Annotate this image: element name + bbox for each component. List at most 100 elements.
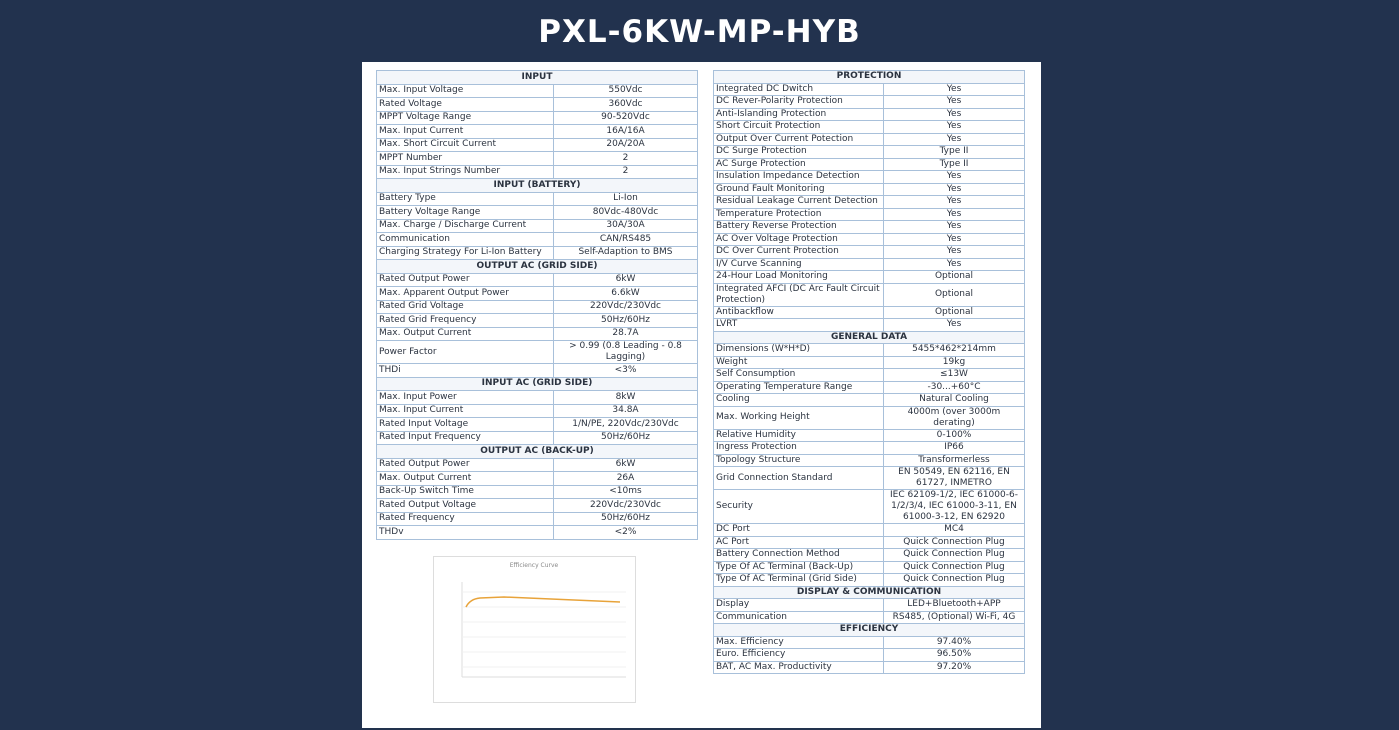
spec-row: Security IEC 62109-1/2, IEC 61000-6-1/2/3… xyxy=(713,489,1025,524)
spec-value: Optional xyxy=(883,282,1025,307)
spec-row: Max. Input Current 34.8A xyxy=(376,403,698,418)
spec-value: 50Hz/60Hz xyxy=(553,313,698,328)
spec-row: DC Port MC4 xyxy=(713,523,1025,537)
spec-label: Insulation Impedance Detection xyxy=(713,170,884,184)
spec-value: MC4 xyxy=(883,523,1025,537)
spec-value: 6kW xyxy=(553,272,698,287)
spec-label: Short Circuit Protection xyxy=(713,120,884,134)
spec-row: MPPT Voltage Range 90-520Vdc xyxy=(376,110,698,125)
spec-value: Yes xyxy=(883,95,1025,109)
spec-value: <2% xyxy=(553,525,698,540)
spec-value: Yes xyxy=(883,107,1025,121)
spec-row: Residual Leakage Current Detection Yes xyxy=(713,195,1025,209)
spec-value: 90-520Vdc xyxy=(553,110,698,125)
spec-label: Operating Temperature Range xyxy=(713,380,884,394)
spec-label: Security xyxy=(713,489,884,524)
spec-row: THDi <3% xyxy=(376,363,698,378)
spec-value: 19kg xyxy=(883,355,1025,369)
spec-label: Rated Input Frequency xyxy=(376,430,554,445)
spec-row: Rated Output Power 6kW xyxy=(376,457,698,472)
spec-row: Integrated DC Dwitch Yes xyxy=(713,82,1025,96)
spec-row: Battery Voltage Range 80Vdc-480Vdc xyxy=(376,205,698,220)
section-title: INPUT (BATTERY) xyxy=(376,178,698,193)
spec-value: -30...+60°C xyxy=(883,380,1025,394)
spec-value: Optional xyxy=(883,305,1025,319)
spec-row: Max. Input Voltage 550Vdc xyxy=(376,83,698,98)
spec-label: Max. Working Height xyxy=(713,405,884,430)
spec-value: 97.20% xyxy=(883,660,1025,674)
spec-label: Max. Input Power xyxy=(376,390,554,405)
spec-value: 16A/16A xyxy=(553,124,698,139)
spec-label: Output Over Current Potection xyxy=(713,132,884,146)
spec-value: CAN/RS485 xyxy=(553,232,698,247)
spec-row: Temperature Protection Yes xyxy=(713,207,1025,221)
spec-sheet: INPUT Max. Input Voltage 550Vdc Rated Volta… xyxy=(362,62,1041,728)
spec-label: Dimensions (W*H*D) xyxy=(713,343,884,357)
spec-value: Yes xyxy=(883,318,1025,332)
spec-row: Display LED+Bluetooth+APP xyxy=(713,598,1025,612)
spec-value: Yes xyxy=(883,195,1025,209)
spec-label: Battery Voltage Range xyxy=(376,205,554,220)
spec-label: 24-Hour Load Monitoring xyxy=(713,270,884,284)
spec-value: 50Hz/60Hz xyxy=(553,430,698,445)
spec-row: Topology Structure Transformerless xyxy=(713,453,1025,467)
spec-row: Max. Input Strings Number 2 xyxy=(376,164,698,179)
section-row: INPUT (BATTERY) xyxy=(376,178,698,193)
spec-row: Relative Humidity 0-100% xyxy=(713,428,1025,442)
spec-label: BAT, AC Max. Productivity xyxy=(713,660,884,674)
spec-label: Euro. Efficiency xyxy=(713,648,884,662)
spec-value: 96.50% xyxy=(883,648,1025,662)
spec-row: Ground Fault Monitoring Yes xyxy=(713,182,1025,196)
section-row: PROTECTION xyxy=(713,70,1025,84)
efficiency-curve-image: Efficiency Curve xyxy=(433,556,636,703)
spec-row: Charging Strategy For Li-Ion Battery Self… xyxy=(376,245,698,260)
spec-row: THDv <2% xyxy=(376,525,698,540)
spec-row: Max. Output Current 26A xyxy=(376,471,698,486)
spec-value: Li-Ion xyxy=(553,191,698,206)
spec-value: Self-Adaption to BMS xyxy=(553,245,698,260)
spec-value: 20A/20A xyxy=(553,137,698,152)
spec-label: AC Over Voltage Protection xyxy=(713,232,884,246)
spec-row: DC Over Current Protection Yes xyxy=(713,245,1025,259)
spec-row: Type Of AC Terminal (Grid Side) Quick Con… xyxy=(713,573,1025,587)
spec-label: I/V Curve Scanning xyxy=(713,257,884,271)
spec-row: Max. Working Height 4000m (over 3000m der… xyxy=(713,405,1025,430)
spec-label: Rated Output Power xyxy=(376,457,554,472)
spec-label: DC Rever-Polarity Protection xyxy=(713,95,884,109)
spec-label: Antibackflow xyxy=(713,305,884,319)
spec-value: 80Vdc-480Vdc xyxy=(553,205,698,220)
spec-value: LED+Bluetooth+APP xyxy=(883,598,1025,612)
curve-line xyxy=(465,596,621,608)
spec-value: 4000m (over 3000m derating) xyxy=(883,405,1025,430)
spec-value: Yes xyxy=(883,132,1025,146)
section-title: OUTPUT AC (BACK-UP) xyxy=(376,444,698,459)
spec-value: 30A/30A xyxy=(553,218,698,233)
spec-value: Quick Connection Plug xyxy=(883,560,1025,574)
spec-value: 6.6kW xyxy=(553,286,698,301)
spec-label: Temperature Protection xyxy=(713,207,884,221)
spec-row: Rated Input Frequency 50Hz/60Hz xyxy=(376,430,698,445)
spec-value: 8kW xyxy=(553,390,698,405)
spec-value: EN 50549, EN 62116, EN 61727, INMETRO xyxy=(883,466,1025,490)
spec-value: Type II xyxy=(883,157,1025,171)
spec-value: RS485, (Optional) Wi-Fi, 4G xyxy=(883,610,1025,624)
spec-row: Rated Frequency 50Hz/60Hz xyxy=(376,511,698,526)
spec-value: Yes xyxy=(883,220,1025,234)
spec-label: Rated Frequency xyxy=(376,511,554,526)
spec-row: Rated Output Power 6kW xyxy=(376,272,698,287)
spec-value: Yes xyxy=(883,170,1025,184)
spec-label: Rated Grid Voltage xyxy=(376,299,554,314)
spec-label: Max. Efficiency xyxy=(713,635,884,649)
spec-label: Max. Input Voltage xyxy=(376,83,554,98)
section-row: GENERAL DATA xyxy=(713,330,1025,344)
spec-label: MPPT Voltage Range xyxy=(376,110,554,125)
spec-label: Self Consumption xyxy=(713,368,884,382)
spec-row: AC Over Voltage Protection Yes xyxy=(713,232,1025,246)
spec-label: Power Factor xyxy=(376,340,554,364)
section-row: DISPLAY & COMMUNICATION xyxy=(713,585,1025,599)
spec-value: Type II xyxy=(883,145,1025,159)
spec-value: 220Vdc/230Vdc xyxy=(553,498,698,513)
spec-row: Battery Type Li-Ion xyxy=(376,191,698,206)
spec-value: 0-100% xyxy=(883,428,1025,442)
spec-row: Insulation Impedance Detection Yes xyxy=(713,170,1025,184)
